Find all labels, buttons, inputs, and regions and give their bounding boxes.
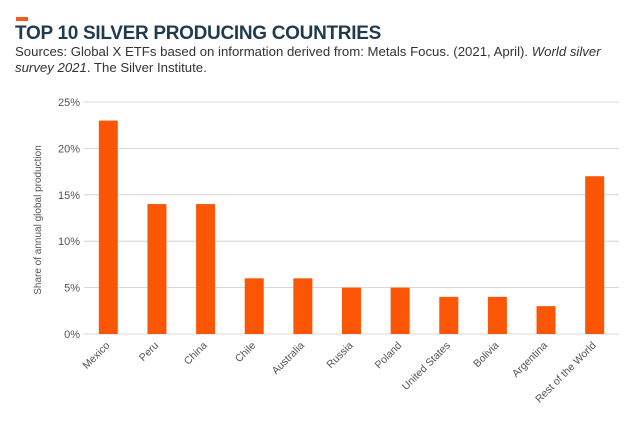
y-tick-label: 5% <box>64 283 80 295</box>
y-axis-ticks: 0% 5% 10% 15% 20% 25% <box>58 97 80 341</box>
x-tick-label: Poland <box>373 340 405 372</box>
y-tick-label: 0% <box>64 329 80 341</box>
x-tick-label: Bolivia <box>471 340 501 370</box>
bar-argentina <box>536 306 556 334</box>
source-note: Sources: Global X ETFs based on informat… <box>15 44 635 76</box>
y-tick-label: 15% <box>58 190 80 202</box>
bar-rest-of-the-world <box>585 176 605 334</box>
y-tick-label: 10% <box>58 236 80 248</box>
source-title: World silver survey 2021 <box>15 44 601 75</box>
bar-chile <box>244 278 264 334</box>
y-tick-label: 25% <box>58 97 80 109</box>
x-tick-label: Australia <box>270 340 307 377</box>
bars <box>98 120 605 334</box>
x-tick-label: Russia <box>324 340 355 371</box>
title-accent-bar <box>16 17 28 21</box>
bar-mexico <box>98 120 118 334</box>
bar-peru <box>147 204 167 334</box>
bar-bolivia <box>487 296 507 334</box>
y-axis-label: Share of annual global production <box>33 145 44 295</box>
bar-china <box>196 204 216 334</box>
x-tick-label: China <box>182 340 210 368</box>
bar-united-states <box>439 296 459 334</box>
bar-australia <box>293 278 313 334</box>
x-tick-label: Chile <box>233 340 259 366</box>
bar-russia <box>342 287 361 334</box>
source-suffix: . The Silver Institute. <box>86 60 207 75</box>
x-tick-label: United States <box>400 340 453 393</box>
x-tick-label: Mexico <box>80 340 112 372</box>
chart-title: TOP 10 SILVER PRODUCING COUNTRIES <box>15 23 381 44</box>
x-tick-label: Peru <box>137 340 161 364</box>
source-prefix: Sources: Global X ETFs based on informat… <box>15 44 532 59</box>
bar-poland <box>390 287 410 334</box>
x-tick-label: Argentina <box>510 340 550 380</box>
x-axis-ticks: Mexico Peru China Chile Australia Russia Polan… <box>80 340 598 406</box>
y-tick-label: 20% <box>58 143 80 155</box>
